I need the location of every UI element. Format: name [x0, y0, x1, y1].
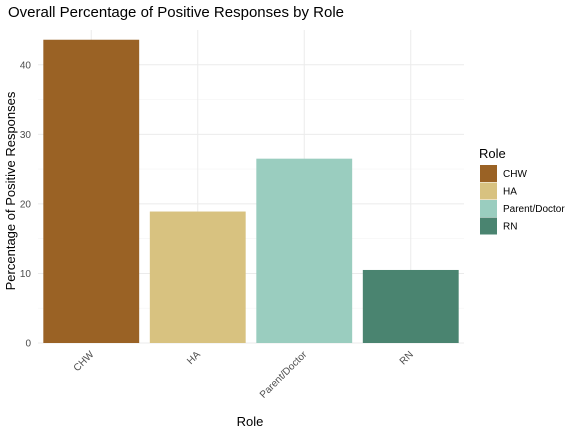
y-tick-label: 40	[20, 60, 32, 71]
legend-label: RN	[503, 222, 517, 233]
y-tick-label: 0	[25, 339, 31, 350]
chart-title: Overall Percentage of Positive Responses…	[8, 4, 344, 21]
x-axis-ticks: CHW HA Parent/Doctor RN	[72, 349, 416, 401]
y-tick-label: 30	[20, 130, 32, 141]
legend-key-parent-doctor	[480, 200, 497, 217]
y-axis-title: Percentage of Positive Responses	[3, 91, 18, 290]
legend-key-chw	[480, 165, 497, 182]
bar-chw	[43, 39, 140, 343]
legend-label: HA	[503, 187, 517, 198]
legend: Role CHW HA Parent/Doctor RN	[479, 146, 565, 235]
legend-key-ha	[480, 182, 497, 200]
legend-label: Parent/Doctor	[503, 204, 565, 215]
bar-rn	[362, 269, 459, 343]
legend-title: Role	[479, 146, 506, 161]
bars	[43, 39, 459, 343]
bar-parent-doctor	[256, 158, 353, 343]
x-tick-label: Parent/Doctor	[258, 349, 310, 401]
x-axis-title: Role	[237, 414, 264, 429]
y-tick-label: 20	[20, 199, 32, 210]
legend-key-rn	[480, 217, 497, 235]
bar-ha	[149, 211, 246, 343]
x-tick-label: CHW	[72, 349, 97, 374]
y-axis-ticks: 0 10 20 30 40	[20, 60, 32, 349]
x-tick-label: HA	[185, 349, 203, 367]
x-tick-label: RN	[398, 349, 416, 367]
legend-label: CHW	[503, 169, 527, 180]
y-tick-label: 10	[20, 269, 32, 280]
legend-items: CHW HA Parent/Doctor RN	[480, 165, 565, 235]
